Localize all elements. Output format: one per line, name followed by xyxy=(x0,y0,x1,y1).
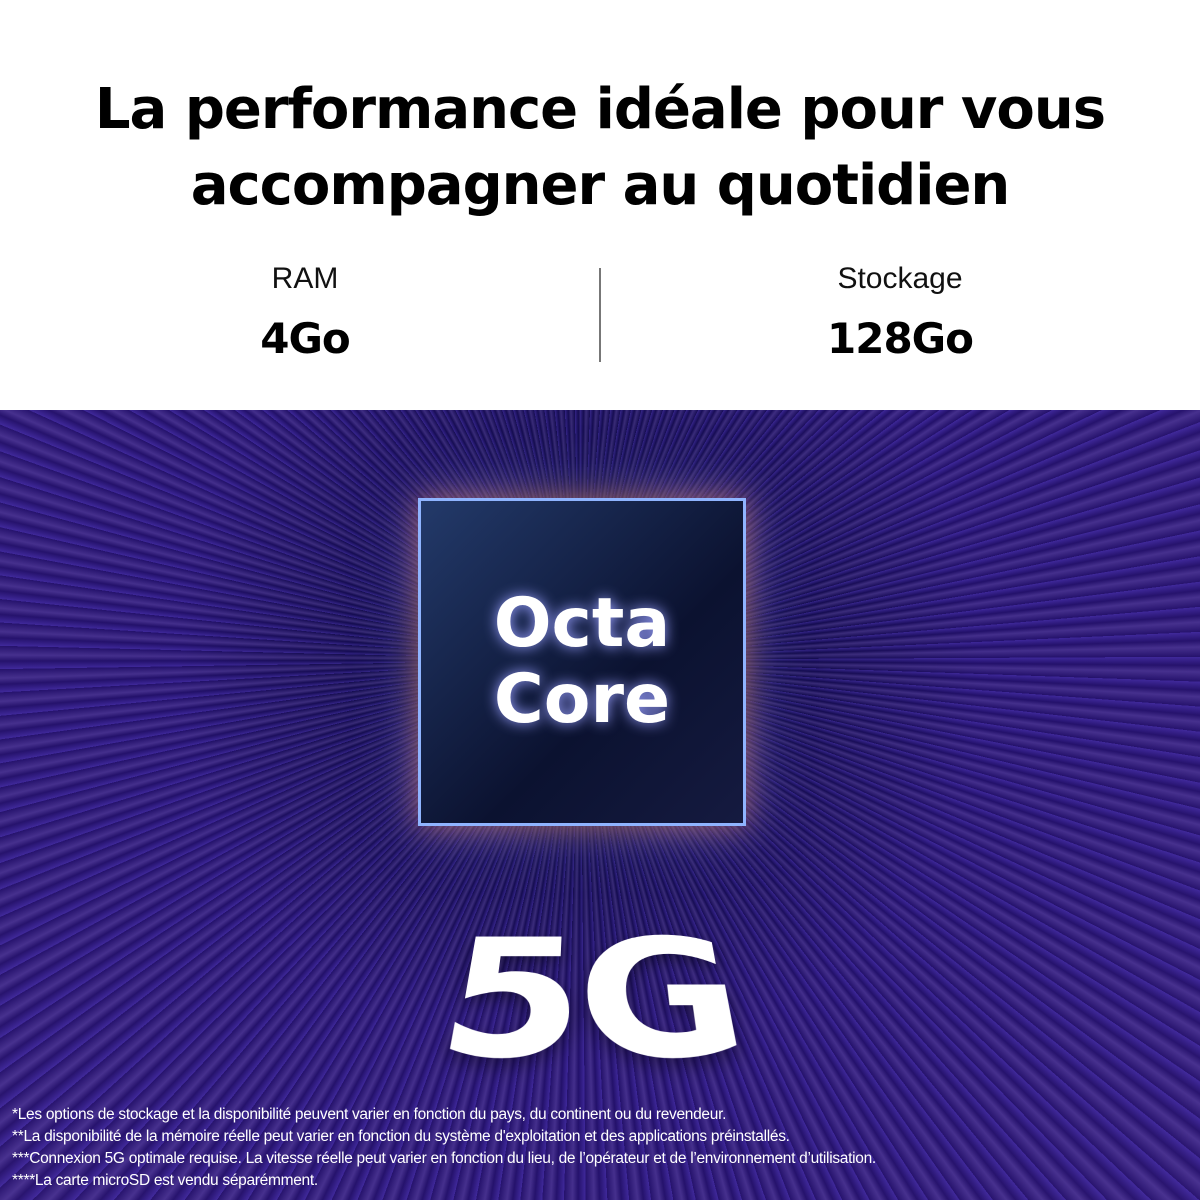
footnote: **La disponibilité de la mémoire réelle … xyxy=(12,1128,790,1145)
chip-line1: Octa xyxy=(493,584,671,663)
divider xyxy=(599,268,601,362)
header-section: La performance idéale pour vous accompag… xyxy=(0,0,1200,410)
headline-line1: La performance idéale pour vous xyxy=(94,77,1106,142)
spec-label: Stockage xyxy=(837,262,963,295)
hero-section: Octa Core 5G *Les options de stockage et… xyxy=(0,410,1200,1200)
octa-core-chip: Octa Core xyxy=(418,498,746,826)
footnote: ***Connexion 5G optimale requise. La vit… xyxy=(12,1150,876,1167)
spec-ram: RAM 4Go xyxy=(155,262,455,363)
headline: La performance idéale pour vous accompag… xyxy=(0,72,1200,224)
headline-line2: accompagner au quotidien xyxy=(190,153,1011,218)
footnote: ****La carte microSD est vendu séparémme… xyxy=(12,1172,318,1189)
footnote: *Les options de stockage et la disponibi… xyxy=(12,1106,727,1123)
spec-value: 4Go xyxy=(260,314,351,363)
spec-storage: Stockage 128Go xyxy=(750,262,1050,363)
5g-label: 5G xyxy=(421,910,759,1105)
spec-label: RAM xyxy=(271,262,339,295)
footnotes: *Les options de stockage et la disponibi… xyxy=(12,1104,876,1192)
chip-line2: Core xyxy=(493,660,671,739)
spec-value: 128Go xyxy=(827,314,974,363)
